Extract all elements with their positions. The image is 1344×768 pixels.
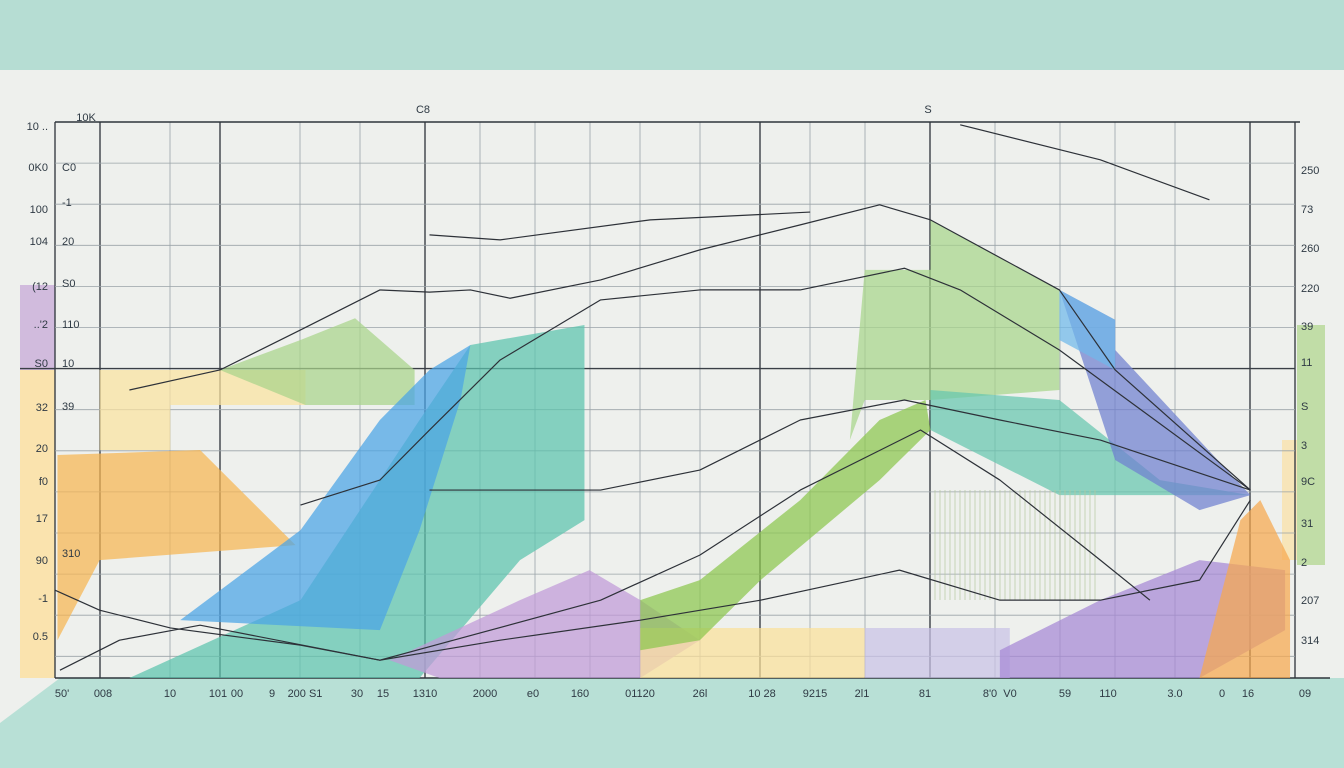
bottom-tick-label: 200 S1 — [288, 688, 323, 700]
bottom-tick-label: 9 — [269, 688, 275, 700]
right-tick-label: 314 — [1301, 635, 1319, 647]
bottom-tick-label: 008 — [94, 688, 112, 700]
bottom-tick-label: 01120 — [625, 688, 655, 700]
right-tick-label: S — [1301, 401, 1308, 413]
left-outer-tick-label: 104 — [30, 236, 48, 248]
line-7 — [960, 124, 1210, 201]
bottom-tick-label: 81 — [919, 688, 931, 700]
top-label: C8 — [416, 104, 430, 116]
right-tick-label: 207 — [1301, 595, 1319, 607]
right-tick-label: 3 — [1301, 440, 1307, 452]
bottom-tick-label: 59 — [1059, 688, 1071, 700]
left-outer-tick-label: 90 — [36, 555, 48, 567]
right-tick-label: 9C — [1301, 476, 1315, 488]
area-teal-right — [930, 389, 1251, 496]
area-orange-right — [1199, 500, 1291, 678]
right-tick-label: 220 — [1301, 283, 1319, 295]
left-outer-tick-label: ..'2 — [34, 319, 48, 331]
left-outer-tick-label: 17 — [36, 513, 48, 525]
area-purple-middle — [389, 570, 700, 678]
top-label: S — [924, 104, 931, 116]
area-green-diagonal — [640, 400, 931, 651]
left-outer-tick-label: -1 — [38, 593, 48, 605]
left-outer-tick-label: 0.5 — [33, 631, 48, 643]
left-inner-tick-label: S0 — [62, 278, 75, 290]
bottom-tick-label: 101 — [209, 688, 227, 700]
left-inner-tick-label: -1 — [62, 197, 72, 209]
bottom-tick-label: 160 — [571, 688, 589, 700]
line-2 — [59, 429, 1151, 671]
bottom-tick-label: 2000 — [473, 688, 497, 700]
lines — [54, 124, 1251, 671]
right-green-block — [1297, 325, 1325, 565]
bottom-tick-label: 15 — [377, 688, 389, 700]
bottom-tick-label: 10 — [164, 688, 176, 700]
bottom-tick-label: 26l — [693, 688, 708, 700]
right-tick-label: 39 — [1301, 321, 1313, 333]
line-6 — [429, 399, 1251, 491]
left-inner-tick-label: C0 — [62, 162, 76, 174]
left-outer-tick-label: (12 — [32, 281, 48, 293]
left-inner-tick-label: 39 — [62, 401, 74, 413]
right-yellow-block — [1282, 440, 1297, 560]
bottom-tick-label: 30 — [351, 688, 363, 700]
right-tick-label: 31 — [1301, 518, 1313, 530]
top-label: 10K — [76, 112, 96, 124]
line-1 — [54, 499, 1251, 661]
right-tick-label: 250 — [1301, 165, 1319, 177]
areas — [57, 219, 1291, 678]
bottom-tick-label: 9215 — [803, 688, 827, 700]
area-lilac-bottom — [864, 627, 1010, 678]
left-inner-tick-label: 20 — [62, 236, 74, 248]
area-left-yellow — [99, 369, 306, 451]
area-left-green — [219, 318, 415, 406]
left-purple-block — [20, 285, 55, 370]
left-outer-tick-label: 10 .. — [27, 121, 48, 133]
bottom-tick-label: 16 — [1242, 688, 1254, 700]
right-tick-label: 260 — [1301, 243, 1319, 255]
area-blue-wedge — [180, 344, 471, 631]
line-3 — [129, 204, 1251, 491]
area-green-right — [849, 219, 1060, 441]
area-left-orange — [57, 450, 296, 641]
left-outer-tick-label: 100 — [30, 204, 48, 216]
left-outer-tick-label: 32 — [36, 402, 48, 414]
bottom-tick-label: 2l1 — [855, 688, 870, 700]
bottom-tick-label: 50' — [55, 688, 69, 700]
bottom-tick-label: 10 28 — [748, 688, 776, 700]
bottom-tick-label: e0 — [527, 688, 539, 700]
bottom-tick-label: 3.0 — [1167, 688, 1182, 700]
bottom-tick-label: V0 — [1003, 688, 1016, 700]
line-5 — [300, 267, 1251, 506]
bottom-tick-label: 00 — [231, 688, 243, 700]
left-inner-tick-label: 110 — [62, 319, 80, 331]
bottom-tick-label: 8'0 — [983, 688, 997, 700]
top-band — [0, 0, 1344, 70]
bottom-band — [0, 678, 1344, 768]
area-teal-main — [129, 324, 585, 678]
left-outer-tick-label: f0 — [39, 476, 48, 488]
left-yellow-block — [20, 370, 55, 678]
bottom-tick-label: 1310 — [413, 688, 437, 700]
right-tick-label: 2 — [1301, 557, 1307, 569]
right-tick-label: 73 — [1301, 204, 1313, 216]
bottom-tick-label: 110 — [1099, 688, 1117, 700]
right-tick-label: 11 — [1301, 357, 1312, 369]
left-outer-tick-label: 0K0 — [28, 162, 48, 174]
left-inner-tick-label: 10 — [62, 358, 74, 370]
line-4 — [429, 211, 811, 241]
left-outer-tick-label: S0 — [35, 358, 48, 370]
bottom-tick-label: 0 — [1219, 688, 1225, 700]
bottom-tick-label: 09 — [1299, 688, 1311, 700]
left-outer-tick-label: 20 — [36, 443, 48, 455]
left-inner-tick-label: 310 — [62, 548, 80, 560]
